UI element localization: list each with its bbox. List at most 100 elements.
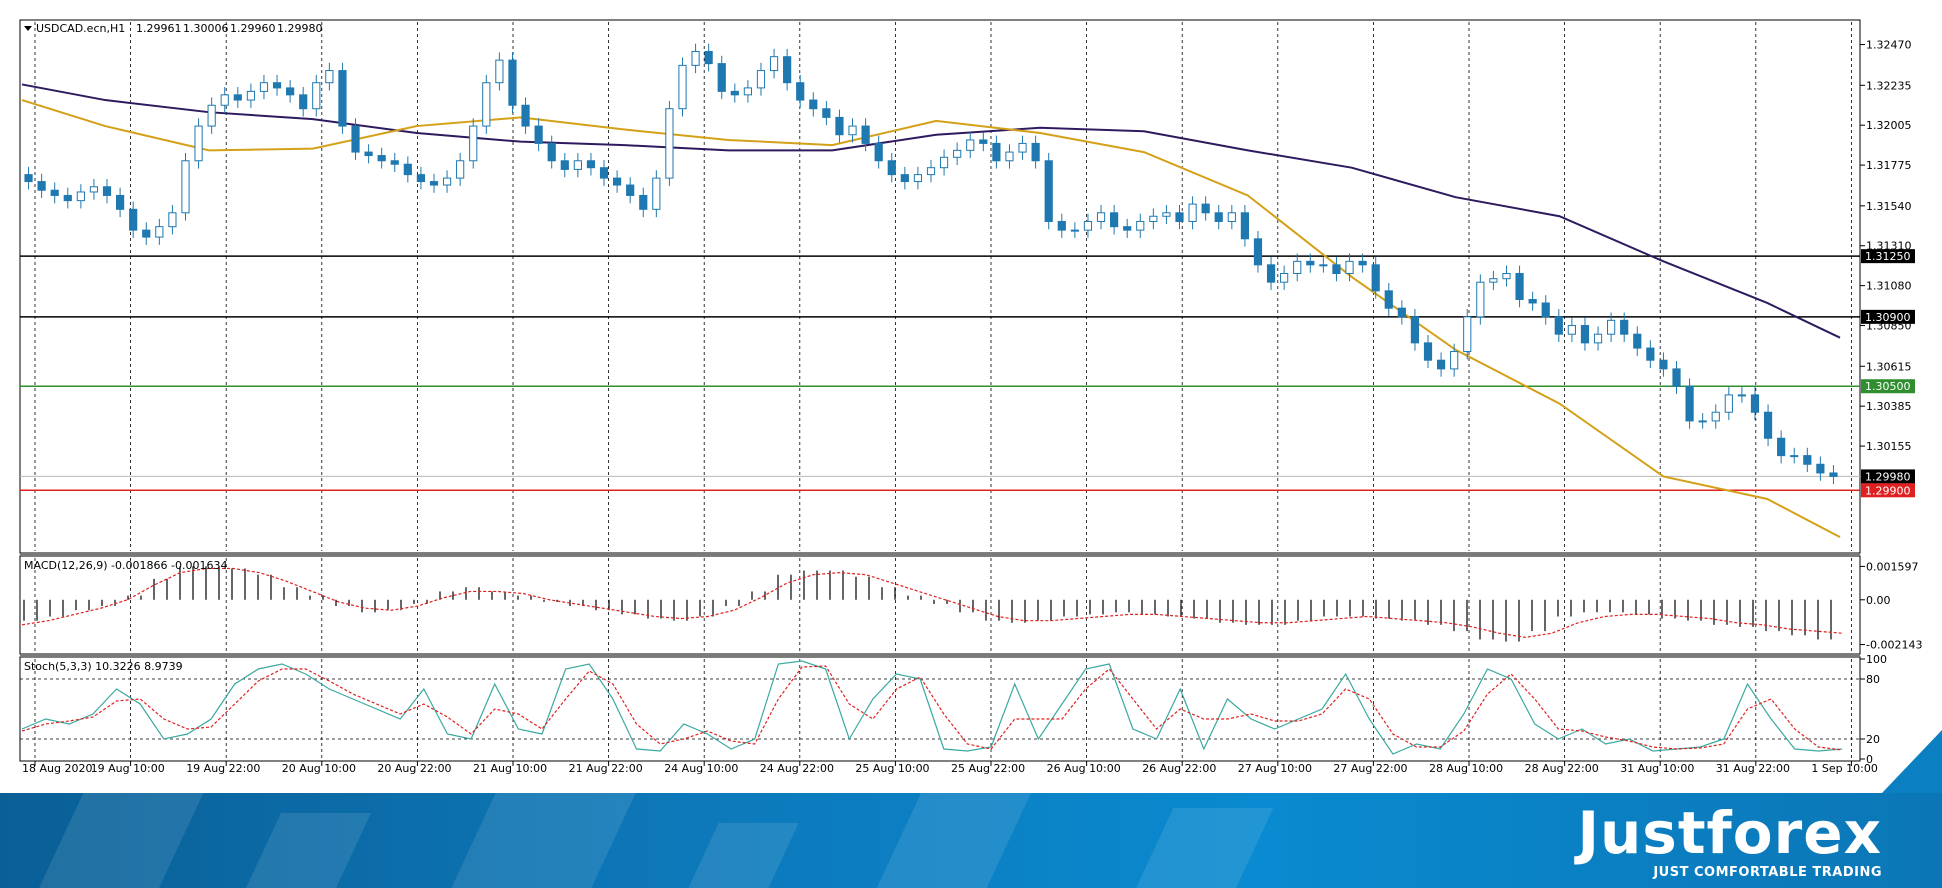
ohlc-close: 1.29980 (277, 22, 323, 35)
bull-candle (1162, 212, 1171, 217)
bull-candle (442, 177, 452, 186)
banner-shard (32, 793, 208, 888)
time-axis-label: 25 Aug 22:00 (951, 762, 1025, 775)
bull-candle (246, 90, 255, 101)
level-tag-label: 1.29900 (1865, 484, 1911, 497)
bull-candle (220, 94, 229, 106)
level-tag (1861, 379, 1915, 394)
bear-candle (1214, 212, 1223, 222)
time-axis-label: 20 Aug 10:00 (282, 762, 356, 775)
bull-candle (312, 82, 321, 110)
bear-candle (861, 125, 870, 144)
bear-candle (1410, 316, 1420, 344)
price-axis: 1.324701.322351.320051.317751.315401.313… (1860, 39, 1912, 453)
bull-candle (1567, 325, 1576, 335)
bear-candle (1646, 347, 1655, 361)
bear-candle (403, 163, 412, 176)
bear-candle (626, 184, 635, 196)
bull-candle (966, 139, 975, 151)
time-axis-label: 19 Aug 10:00 (91, 762, 165, 775)
bull-candle (155, 226, 164, 238)
bear-candle (1123, 226, 1132, 231)
bear-candle (142, 229, 151, 238)
stoch-label: Stoch(5,3,3) 10.3226 8.9739 (24, 660, 183, 673)
time-axis-label: 27 Aug 10:00 (1238, 762, 1312, 775)
stoch-main-line (21, 660, 1843, 755)
bull-candle (1345, 260, 1354, 274)
level-tag-label: 1.29980 (1865, 470, 1911, 483)
ma-slow-line (21, 83, 1841, 339)
bear-candle (364, 151, 373, 157)
bear-candle (1240, 212, 1249, 240)
horizontal-levels (20, 255, 1860, 492)
stoch-axis-label: 20 (1866, 733, 1880, 746)
banner-shard (1126, 808, 1274, 888)
ohlc-open: 1.29961 (136, 22, 182, 35)
bull-candle (207, 104, 216, 127)
time-axis-label: 19 Aug 22:00 (186, 762, 260, 775)
panel-separator-2 (20, 654, 1860, 657)
price-axis-label: 1.32470 (1866, 39, 1912, 52)
bull-candle (769, 56, 779, 72)
bear-candle (521, 104, 530, 127)
bull-candle (1724, 394, 1733, 413)
bear-candle (37, 181, 46, 191)
bear-candle (338, 70, 347, 127)
bear-candle (1057, 220, 1066, 231)
bear-candle (1580, 325, 1590, 344)
price-panel-frame (19, 19, 1861, 554)
bull-candle (469, 125, 478, 162)
bear-candle (874, 142, 883, 162)
bull-candle (691, 50, 700, 66)
bear-candle (1777, 437, 1786, 457)
chart-area[interactable]: 1.324701.322351.320051.317751.315401.313… (0, 0, 1942, 793)
bull-candle (1790, 455, 1799, 458)
bear-candle (1110, 212, 1119, 228)
bear-candle (1397, 307, 1406, 318)
bull-candle (1083, 220, 1093, 231)
bull-candle (1698, 420, 1707, 423)
time-axis-label: 26 Aug 10:00 (1047, 762, 1121, 775)
vertical-grid (34, 22, 1852, 759)
bull-candle (953, 149, 962, 158)
bear-candle (809, 99, 818, 110)
bear-candle (992, 142, 1001, 162)
bear-candle (233, 94, 242, 101)
bear-candle (1371, 264, 1380, 292)
bull-candle (456, 160, 465, 179)
banner-shard (874, 793, 1036, 888)
price-axis-label: 1.31080 (1866, 280, 1912, 293)
time-axis-label: 28 Aug 22:00 (1525, 762, 1599, 775)
bull-candle (1737, 394, 1747, 397)
bear-candle (1816, 463, 1825, 474)
bull-candle (1593, 333, 1603, 344)
bear-candle (796, 82, 805, 101)
macd-panel-frame (19, 555, 1861, 655)
time-axis-label: 27 Aug 22:00 (1333, 762, 1407, 775)
bull-candle (482, 82, 491, 127)
bear-candle (272, 82, 282, 89)
bull-candle (1070, 229, 1079, 232)
macd-axis-label: -0.002143 (1866, 639, 1922, 652)
stoch-axis-label: 80 (1866, 673, 1880, 686)
bull-candle (168, 212, 177, 228)
bear-candle (1685, 385, 1694, 422)
bear-candle (1332, 264, 1341, 274)
banner-shard (239, 813, 371, 888)
bear-candle (1554, 316, 1563, 335)
bear-candle (1803, 455, 1812, 465)
bear-candle (835, 116, 844, 136)
bull-candle (756, 70, 766, 89)
bull-candle (1096, 212, 1106, 222)
bear-candle (534, 125, 543, 144)
bear-candle (900, 174, 909, 183)
bear-candle (129, 208, 138, 231)
bear-candle (1672, 368, 1681, 387)
bear-candle (1633, 333, 1642, 349)
bear-candle (1763, 411, 1773, 439)
symbol-menu-triangle-icon[interactable] (24, 26, 32, 31)
bear-candle (286, 87, 295, 96)
bull-candle (939, 156, 949, 169)
bull-candle (1711, 411, 1720, 422)
time-axis-label: 31 Aug 10:00 (1620, 762, 1694, 775)
